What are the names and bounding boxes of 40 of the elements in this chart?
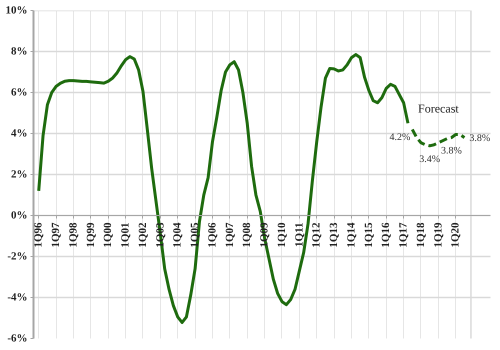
y-tick-label: 2% <box>11 168 28 180</box>
x-tick-label: 1Q13 <box>328 222 340 248</box>
x-tick-label: 1Q14 <box>345 222 358 248</box>
y-tick-label: 0% <box>11 210 28 222</box>
x-tick-label: 1Q03 <box>154 222 166 248</box>
x-tick-label: 1Q08 <box>241 222 254 248</box>
x-tick-label: 1Q02 <box>136 222 149 248</box>
y-tick-label: 6% <box>11 86 28 98</box>
x-tick-label: 1Q12 <box>310 222 323 248</box>
x-tick-label: 1Q97 <box>50 222 62 248</box>
x-tick-label: 1Q96 <box>32 222 45 248</box>
y-tick-label: 10% <box>6 4 28 16</box>
x-tick-label: 1Q00 <box>102 222 114 248</box>
x-tick-label: 1Q19 <box>432 222 444 248</box>
x-tick-label: 1Q20 <box>450 222 462 248</box>
line-series <box>410 128 466 148</box>
x-tick-label: 1Q06 <box>206 222 218 248</box>
data-label: 4.2% <box>389 132 410 143</box>
x-tick-label: 1Q07 <box>224 222 236 248</box>
x-tick-label: 1Q10 <box>276 222 288 248</box>
annotation: Forecast <box>418 101 460 116</box>
x-tick-label: 1Q11 <box>293 222 306 247</box>
data-label: 3.8% <box>469 133 490 144</box>
y-tick-label: 4% <box>11 128 28 140</box>
x-tick-label: 1Q98 <box>67 222 80 248</box>
x-tick-label: 1Q17 <box>398 222 410 248</box>
y-tick-label: -4% <box>7 292 28 304</box>
x-tick-label: 1Q09 <box>258 222 271 248</box>
y-tick-label: -2% <box>7 250 28 262</box>
data-label: 3.8% <box>440 146 462 157</box>
x-tick-label: 1Q04 <box>172 222 184 248</box>
y-tick-label: -6% <box>7 332 28 344</box>
x-tick-label: 1Q18 <box>414 222 427 248</box>
x-tick-label: 1Q16 <box>380 222 392 248</box>
x-tick-label: 1Q15 <box>362 222 375 248</box>
data-label: 3.4% <box>419 154 440 165</box>
x-tick-label: 1Q99 <box>84 222 97 248</box>
x-tick-label: 1Q01 <box>120 222 132 248</box>
y-tick-label: 8% <box>11 46 28 58</box>
x-tick-label: 1Q05 <box>189 222 202 248</box>
